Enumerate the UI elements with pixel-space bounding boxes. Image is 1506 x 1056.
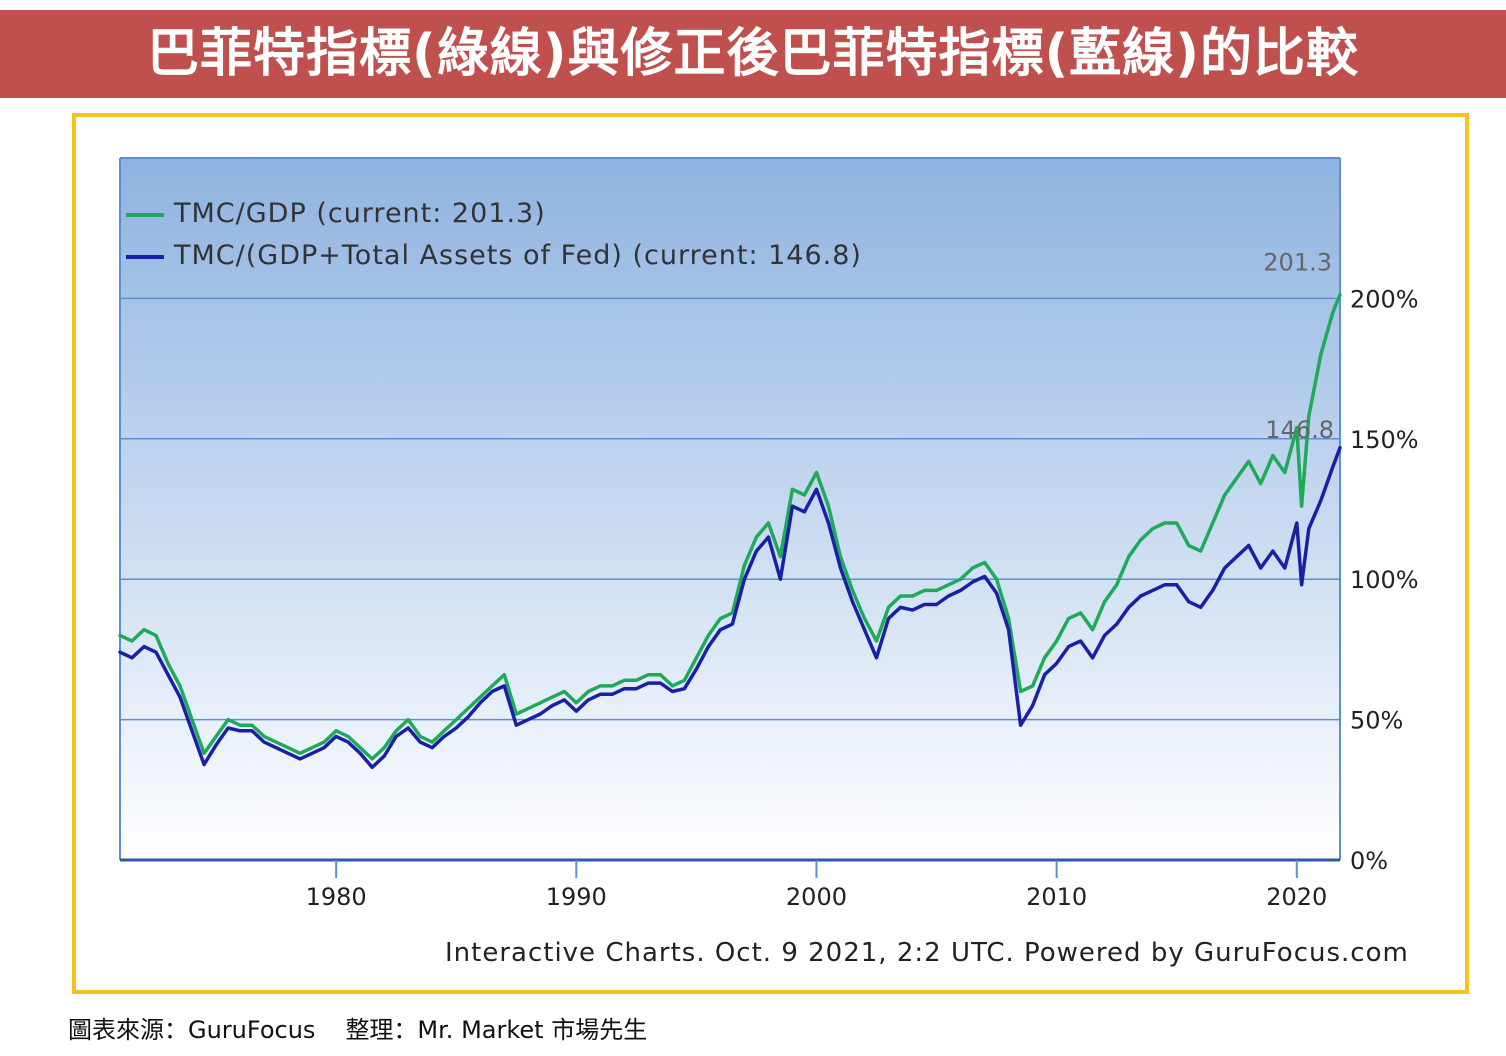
x-tick-label: 2000 bbox=[786, 883, 847, 911]
end-label-blue: 146.8 bbox=[1265, 416, 1334, 444]
source-line: 圖表來源：GuruFocus 整理：Mr. Market 市場先生 bbox=[68, 1010, 647, 1045]
legend-label-blue: TMC/(GDP+Total Assets of Fed) (current: … bbox=[174, 240, 862, 271]
series-line-green bbox=[118, 292, 1342, 761]
y-tick-label: 0% bbox=[1350, 847, 1388, 875]
series-lines bbox=[118, 292, 1342, 770]
x-tick-label: 2010 bbox=[1026, 883, 1087, 911]
x-tick-label: 1980 bbox=[306, 883, 367, 911]
x-tick-label: 1990 bbox=[546, 883, 607, 911]
chart-credit: Interactive Charts. Oct. 9 2021, 2:2 UTC… bbox=[445, 938, 1409, 968]
y-tick-label: 150% bbox=[1350, 426, 1419, 454]
tick-labels: 0% 50% 100% 150% 200% 1980 1990 2000 2010 2020 201… bbox=[306, 249, 1419, 911]
legend: TMC/GDP (current: 201.3) TMC/(GDP+Total … bbox=[126, 198, 862, 282]
y-tick-label: 200% bbox=[1350, 285, 1419, 313]
legend-item-green: TMC/GDP (current: 201.3) bbox=[126, 198, 862, 240]
series-line-blue bbox=[118, 446, 1342, 770]
legend-swatch-green bbox=[126, 212, 164, 217]
editor-text: 整理：Mr. Market 市場先生 bbox=[345, 1016, 648, 1044]
source-text: 圖表來源：GuruFocus bbox=[68, 1016, 316, 1044]
page-title: 巴菲特指標(綠線)與修正後巴菲特指標(藍線)的比較 bbox=[0, 10, 1506, 98]
y-tick-label: 100% bbox=[1350, 566, 1419, 594]
axes bbox=[119, 158, 1341, 878]
y-tick-label: 50% bbox=[1350, 707, 1403, 735]
legend-label-green: TMC/GDP (current: 201.3) bbox=[174, 198, 546, 229]
legend-swatch-blue bbox=[126, 254, 164, 259]
x-tick-label: 2020 bbox=[1266, 883, 1327, 911]
gridlines bbox=[120, 157, 1340, 721]
legend-item-blue: TMC/(GDP+Total Assets of Fed) (current: … bbox=[126, 240, 862, 282]
end-label-green: 201.3 bbox=[1263, 249, 1332, 277]
